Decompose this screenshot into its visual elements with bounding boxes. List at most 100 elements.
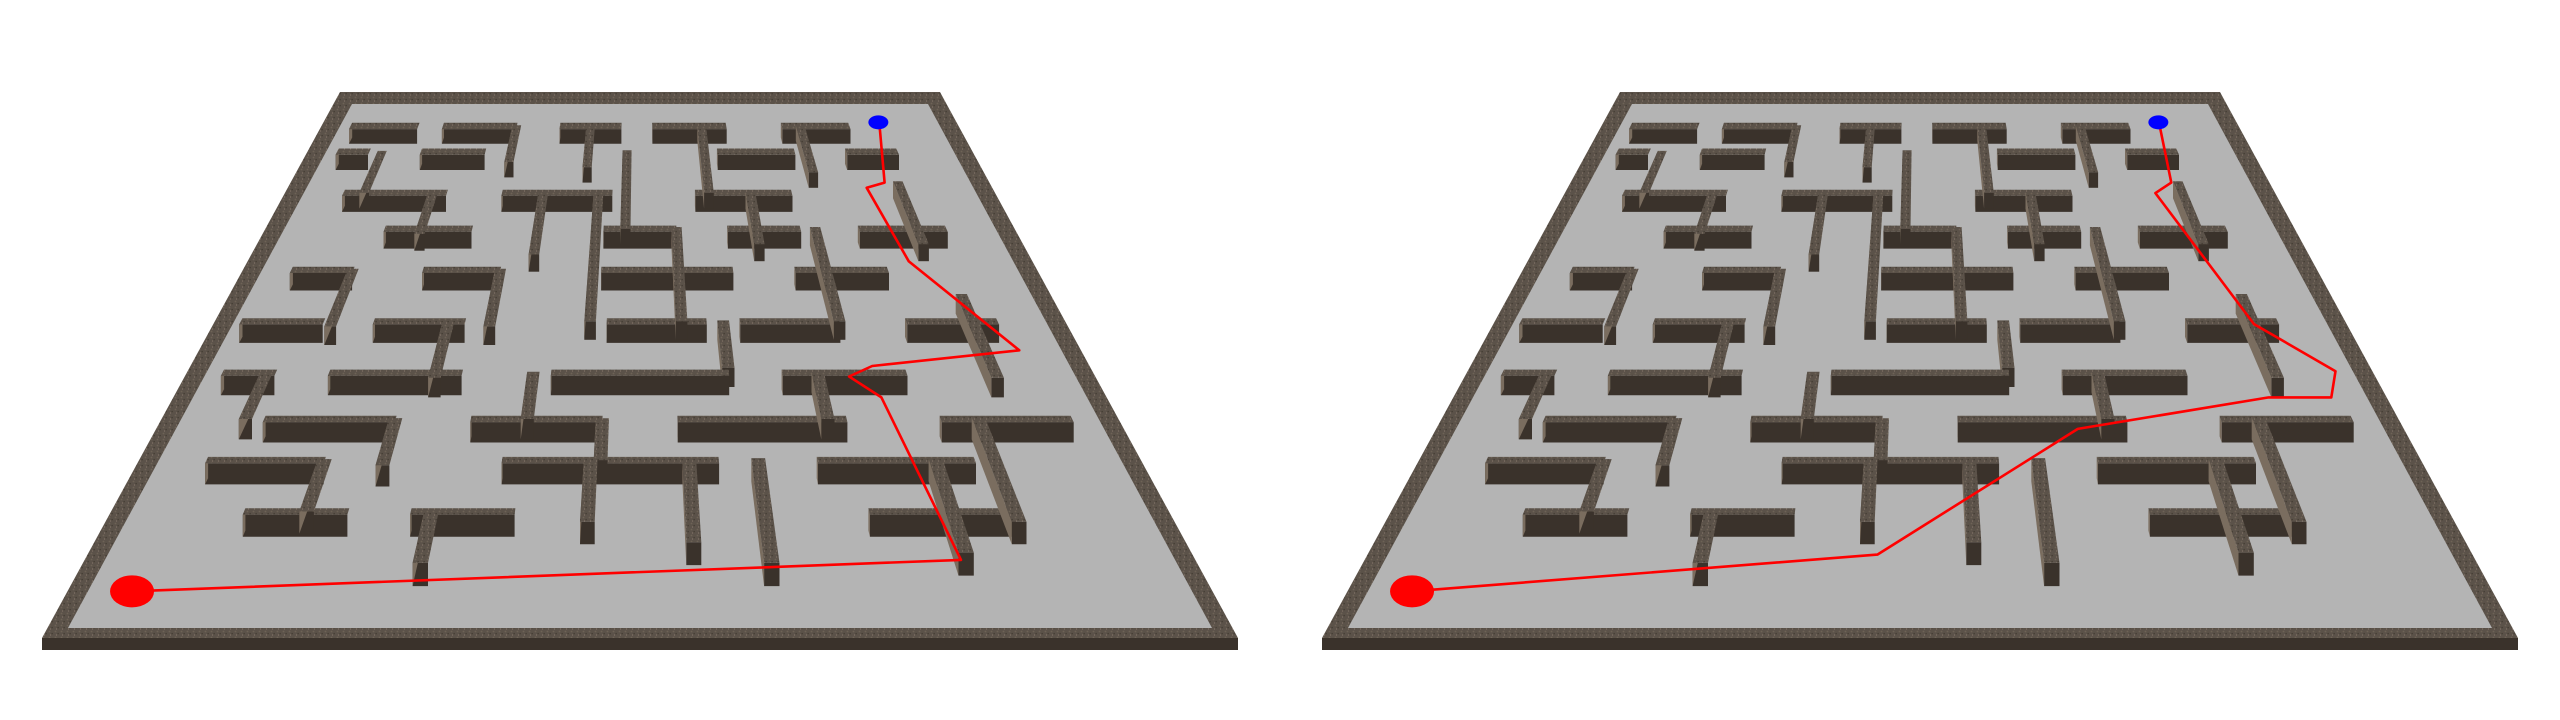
maze-wall-face [717,154,796,170]
maze-wall-top [955,294,1004,378]
maze-wall-side [868,508,870,537]
maze-wall-top [1862,125,1875,168]
maze-wall-face [205,463,324,485]
maze-wall-face [335,154,368,170]
maze-wall-top [682,458,702,543]
maze-wall-side [2007,225,2008,249]
maze-wall-top [2025,191,2045,245]
maze-wall-top [2091,371,2115,419]
maze-wall-top [794,266,889,273]
maze-wall-top [1750,415,1883,423]
maze-wall-side [795,125,809,188]
maze-wall-side [694,189,696,212]
maze-wall-face [686,542,702,566]
maze-wall-side [205,456,209,485]
maze-wall-side [928,458,959,576]
maze-wall-top [483,268,506,327]
maze-wall-side [2075,125,2089,188]
maze-wall-top [1522,508,1630,515]
maze-wall-face [2291,521,2307,545]
maze-wall-face [1721,129,1797,144]
maze-wall-face [847,154,899,170]
maze-wall-top [811,371,835,419]
maze-wall-side [809,227,834,340]
maze-wall-side [2148,508,2150,537]
maze-wall-top [1951,227,1968,322]
maze-wall-face [2088,172,2099,188]
maze-wall-face [958,552,974,576]
maze-wall-side [327,369,331,396]
maze-wall-face [1615,154,1648,170]
maze-wall-side [1962,458,1967,566]
maze-wall-face [349,129,418,144]
maze-wall-top [2060,122,2131,130]
maze-wall-top [809,227,846,322]
maze-wall-top [716,148,796,155]
maze-wall-top [2251,417,2307,522]
maze-wall-top [939,415,1074,423]
maze-wall-side [857,225,860,249]
maze-wall-top [335,148,371,155]
maze-wall-side [550,369,552,396]
maze-wall-face [677,422,848,443]
maze-wall-face [2097,463,2256,485]
maze-wall-side [2019,318,2021,343]
maze-wall-side [845,148,848,170]
maze-wall-top [1702,266,1782,273]
maze-walls [205,122,1074,587]
maze-wall-top [242,508,350,515]
maze-wall-side [893,181,919,262]
maze-wall-side [2219,415,2222,443]
maze-wall-side [682,458,687,566]
maze-wall-top [501,189,613,196]
maze-wall-side [242,508,246,537]
maze-wall-side [2091,371,2102,440]
maze-wall-top [1639,150,1667,193]
maze-wall-face [1569,273,1633,291]
maze-wall-face [1860,521,1875,545]
maze-wall-top [1962,458,1982,543]
maze-wall-face [1830,375,2010,396]
solution-path [1411,124,2337,593]
maze-wall-face [754,244,765,262]
maze-wall-side [971,417,1012,545]
maze-wall-face [991,377,1004,398]
maze-wall-face [1629,129,1698,144]
maze-wall-face [550,375,730,396]
maze-wall-top [1663,225,1753,232]
maze-wall-side [1500,369,1505,396]
maze-wall-face [1763,326,1776,345]
maze-wall-top [893,181,929,245]
maze-wall-face [1900,228,1911,246]
maze-wall-face [1997,154,2076,170]
maze-wall-top [603,225,677,232]
maze-wall-side [905,318,908,343]
maze-wall-face [1522,514,1628,537]
maze-wall-face [2075,273,2169,291]
maze-wall-face [620,228,631,246]
maze-wall-top [582,125,595,168]
maze-floor [68,104,1212,628]
maze-wall-face [483,326,496,345]
maze-wall-side [939,415,942,443]
maze-wall-top [1932,122,2007,130]
maze-wall-top [2061,369,2188,376]
maze-wall-face [441,129,517,144]
maze-wall-top [470,415,603,423]
maze-wall-top [2096,456,2256,464]
maze-wall-top [1886,318,1987,325]
maze-wall-side [1830,369,1832,396]
maze-wall-face [582,167,592,183]
start-marker [1390,575,1435,608]
maze-wall-face [262,422,395,443]
maze-wall-top [2019,318,2121,325]
maze-wall-top [528,191,549,255]
maze-wall-top [383,225,473,232]
maze-wall-side [781,369,783,396]
maze-wall-top [1996,148,2076,155]
maze-wall-top [441,122,518,130]
maze-wall-face [1984,192,1994,209]
maze-wall-face [470,422,603,443]
maze-wall-face [501,463,720,485]
maze-wall-top [428,320,455,378]
